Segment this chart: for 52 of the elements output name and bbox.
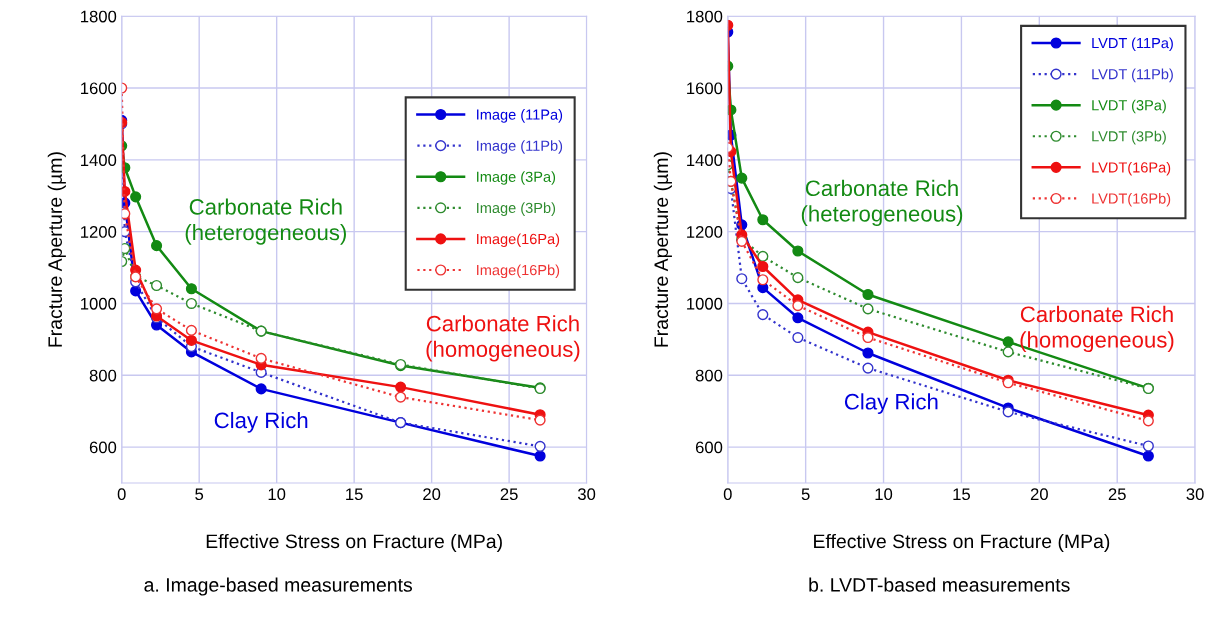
- y-tick-label: 1600: [81, 82, 117, 95]
- legend-label: LVDT(16Pb): [1092, 192, 1171, 207]
- x-tick-label: 30: [1186, 488, 1204, 501]
- x-tick-label: 0: [723, 488, 732, 501]
- y-tick-label: 1200: [81, 226, 117, 238]
- legend-label: Image (11Pb): [477, 140, 563, 154]
- x-tick-label: 5: [801, 488, 810, 501]
- annotation: Clay Rich: [844, 393, 938, 414]
- annotation: Carbonate Rich (heterogeneous): [185, 198, 346, 245]
- x-tick-label: 20: [423, 488, 441, 501]
- annotation: Carbonate Rich (heterogeneous): [801, 179, 963, 227]
- y-tick-label: 800: [89, 369, 117, 382]
- y-axis-title: Fracture Aperture (µm): [47, 152, 66, 347]
- x-tick-label: 5: [195, 488, 204, 501]
- x-axis-title: Effective Stress on Fracture (MPa): [206, 533, 502, 553]
- annotation: Clay Rich: [214, 411, 308, 433]
- x-tick-label: 25: [500, 488, 518, 501]
- x-tick-label: 25: [1108, 488, 1126, 501]
- legend-label: LVDT (3Pa): [1092, 99, 1166, 114]
- x-axis-title: Effective Stress on Fracture (MPa): [814, 533, 1110, 553]
- legend-label: LVDT(16Pa): [1092, 161, 1171, 176]
- text: a. Image-based measurements: [144, 577, 413, 596]
- y-tick-label: 1400: [81, 154, 117, 167]
- annotation: Carbonate Rich (homogeneous): [1020, 305, 1174, 353]
- legend-label: Image(16Pb): [477, 264, 560, 279]
- y-tick-label: 1400: [687, 154, 723, 167]
- legend-label: LVDT (3Pb): [1092, 130, 1166, 145]
- legend-label: LVDT (11Pb): [1092, 68, 1173, 83]
- x-tick-label: 10: [875, 488, 893, 501]
- legend-label: Image (3Pa): [477, 171, 556, 185]
- text: b. LVDT-based measurements: [809, 577, 1070, 592]
- x-tick-label: 15: [953, 488, 970, 501]
- x-tick-label: 0: [117, 488, 126, 501]
- y-tick-label: 1800: [81, 10, 117, 23]
- y-tick-label: 1200: [687, 226, 723, 238]
- y-tick-label: 600: [695, 441, 723, 454]
- legend-label: LVDT (11Pa): [1092, 37, 1173, 52]
- y-tick-label: 600: [89, 441, 117, 454]
- y-tick-label: 1600: [687, 82, 723, 95]
- legend-label: Image (3Pb): [477, 202, 556, 216]
- y-tick-label: 800: [695, 369, 723, 382]
- x-tick-label: 10: [268, 488, 286, 501]
- x-tick-label: 15: [346, 488, 363, 501]
- legend-label: Image (11Pa): [477, 109, 563, 123]
- y-tick-label: 1000: [687, 297, 723, 310]
- y-tick-label: 1800: [687, 10, 723, 23]
- x-tick-label: 20: [1030, 488, 1048, 501]
- y-tick-label: 1000: [81, 297, 117, 310]
- annotation: Carbonate Rich (homogeneous): [426, 315, 580, 362]
- y-axis-title: Fracture Aperture (µm): [653, 152, 672, 347]
- legend-label: Image(16Pa): [477, 233, 560, 248]
- x-tick-label: 30: [577, 488, 596, 501]
